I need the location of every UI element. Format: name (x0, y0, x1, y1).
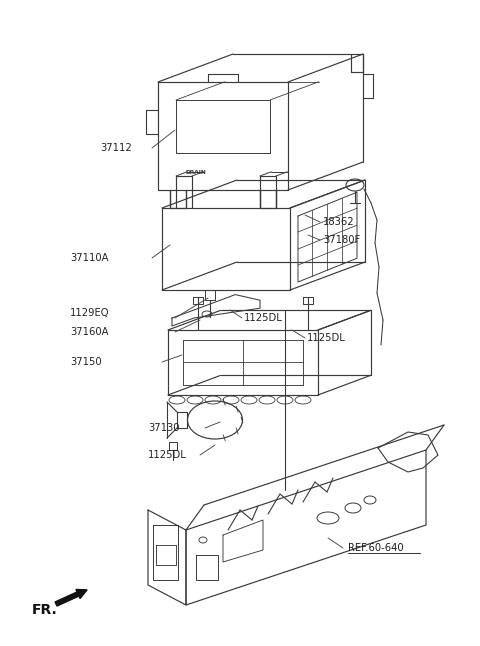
Text: 1125DL: 1125DL (244, 313, 283, 323)
Text: 37110A: 37110A (70, 253, 108, 263)
Text: FR.: FR. (32, 603, 58, 617)
Text: 1125DL: 1125DL (148, 450, 187, 460)
Text: 37180F: 37180F (323, 235, 360, 245)
Text: 1129EQ: 1129EQ (70, 308, 109, 318)
FancyArrow shape (55, 589, 87, 606)
Text: 1125DL: 1125DL (307, 333, 346, 343)
Text: REF.60-640: REF.60-640 (348, 543, 404, 553)
Text: 37160A: 37160A (70, 327, 108, 337)
Text: 37150: 37150 (70, 357, 102, 367)
Text: 37130: 37130 (148, 423, 180, 433)
Text: 37112: 37112 (100, 143, 132, 153)
Text: DRAIN: DRAIN (186, 169, 207, 174)
Text: 18362: 18362 (323, 217, 355, 227)
